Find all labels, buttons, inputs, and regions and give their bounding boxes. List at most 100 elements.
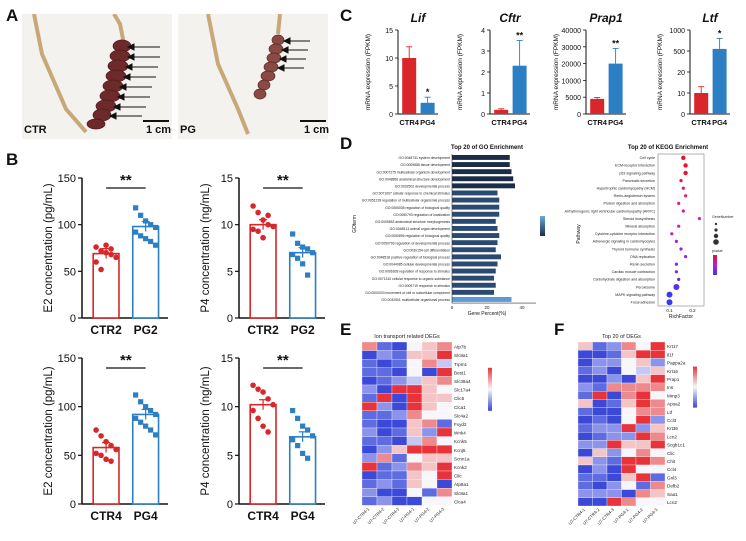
bar-ctr4 xyxy=(249,403,277,505)
data-point xyxy=(255,228,261,234)
heatmap-cell xyxy=(577,341,593,351)
heatmap-cell xyxy=(421,402,438,411)
heatmap-cell xyxy=(406,367,423,377)
heatmap-cell xyxy=(577,358,593,367)
go-bar xyxy=(452,297,512,302)
data-point xyxy=(93,427,99,433)
heatmap-row-label: Kcnj5 xyxy=(454,448,466,453)
heatmap-cell xyxy=(635,432,651,441)
data-point xyxy=(103,249,109,256)
y-axis-label: mRNA expression (FPKM) xyxy=(657,34,664,110)
kegg-pathway-label: ECM-receptor interaction xyxy=(615,164,655,168)
heatmap-cell xyxy=(592,358,608,367)
heatmap-cell xyxy=(421,359,438,368)
go-term-label: GO:0044085 cellular developmental proces… xyxy=(383,263,450,267)
data-point xyxy=(103,456,109,463)
heatmap-cell xyxy=(606,358,622,367)
go-bar xyxy=(452,261,498,267)
panel-letter-f: F xyxy=(554,320,565,339)
heatmap-cell xyxy=(650,399,666,408)
kegg-point xyxy=(697,217,701,221)
x-tick-label: 0.1 xyxy=(666,308,673,313)
y-tick-label: 0 xyxy=(70,499,76,511)
heatmap-cell xyxy=(436,376,453,386)
data-point xyxy=(108,458,114,464)
heatmap-cell xyxy=(436,341,453,351)
heatmap-row-label: Fxyd2 xyxy=(454,422,467,427)
data-point xyxy=(143,236,149,242)
gene-title: Ltf xyxy=(702,11,718,25)
data-point xyxy=(260,423,266,429)
scalebar-label-left: 1 cm xyxy=(146,124,172,136)
heatmap-colorbar xyxy=(488,367,492,411)
kegg-pathway-label: Pancreatic secretion xyxy=(622,179,655,183)
heatmap-cell xyxy=(406,341,423,351)
bar-pg4 xyxy=(288,436,317,505)
data-point xyxy=(255,386,261,392)
heatmap-cell xyxy=(406,384,423,394)
heatmap-cell xyxy=(421,427,438,437)
heatmap-cell xyxy=(577,456,593,466)
kegg-pathway-label: Renin-angiotensin system xyxy=(614,194,655,198)
y-tick-label: 5000 xyxy=(565,95,581,102)
heatmap-cell xyxy=(376,341,393,351)
heatmap-cell xyxy=(606,415,622,425)
gene-title: Cftr xyxy=(499,11,522,25)
heatmap-cell xyxy=(436,367,453,377)
y-tick-label: 150 xyxy=(58,353,76,365)
heatmap-f-top20: Top 20 of DEGs Krt17 Il1f Pappa2a Krt16 Prap1… xyxy=(567,334,697,526)
go-term-label: GO:0032501 multicellular organismal proc… xyxy=(381,298,450,302)
panel-letter-d: D xyxy=(340,134,353,153)
legend-count-title: GeneNumber xyxy=(712,215,734,219)
heatmap-cell xyxy=(361,376,378,386)
heatmap-cell xyxy=(606,399,622,408)
data-point xyxy=(260,234,266,241)
heatmap-cell xyxy=(406,470,423,480)
heatmap-cell xyxy=(361,427,378,437)
bar-ctr4 xyxy=(590,98,605,114)
significance-label: ** xyxy=(120,352,132,369)
data-point xyxy=(265,396,271,402)
data-point xyxy=(113,254,119,261)
heatmap-cell xyxy=(621,366,637,375)
kegg-point xyxy=(666,299,673,306)
significance-label: ** xyxy=(120,172,132,189)
x-tick-label-ctr4: CTR4 xyxy=(587,118,607,127)
heatmap-row-label: Scgb1c1 xyxy=(667,443,685,448)
data-point xyxy=(250,382,256,389)
heatmap-row-label: Clca1 xyxy=(454,405,466,410)
heatmap-cell xyxy=(391,427,408,437)
heatmap-cell xyxy=(650,481,666,490)
kegg-pathway-label: Renin secretion xyxy=(630,263,655,267)
heatmap-cell xyxy=(436,393,453,403)
heatmap-row-label: Clca4 xyxy=(454,499,466,504)
heatmap-cell xyxy=(361,496,378,506)
data-point xyxy=(305,455,311,461)
data-point xyxy=(153,432,159,438)
data-point xyxy=(93,450,99,457)
heatmap-cell xyxy=(436,427,453,437)
heatmap-cell xyxy=(592,399,608,408)
data-point xyxy=(265,221,271,228)
heatmap-cell xyxy=(606,497,622,507)
heatmap-cell xyxy=(650,473,666,482)
y-axis-label: P4 concentration (ng/mL) xyxy=(200,366,212,495)
heatmap-cell xyxy=(592,497,608,507)
heatmap-cell xyxy=(406,402,423,411)
significance-label: ** xyxy=(516,31,524,41)
heatmap-cell xyxy=(577,350,593,359)
kegg-pathway-label: Mineral absorption xyxy=(625,225,655,229)
heatmap-cell xyxy=(592,423,608,433)
x-tick-label-ctr4: CTR4 xyxy=(90,509,122,523)
go-title: Top 20 of GO Enrichment xyxy=(451,145,523,151)
x-tick-label-ctr4: CTR4 xyxy=(247,509,279,523)
data-point xyxy=(108,442,114,449)
x-tick-label: 20 xyxy=(484,305,490,310)
y-tick-label: 5 xyxy=(227,450,233,462)
y-tick-label: 0 xyxy=(70,313,76,325)
go-term-label: GO:0007275 multicellular organism develo… xyxy=(376,170,450,174)
heatmap-cell xyxy=(391,470,408,480)
heatmap-cell xyxy=(606,440,622,449)
